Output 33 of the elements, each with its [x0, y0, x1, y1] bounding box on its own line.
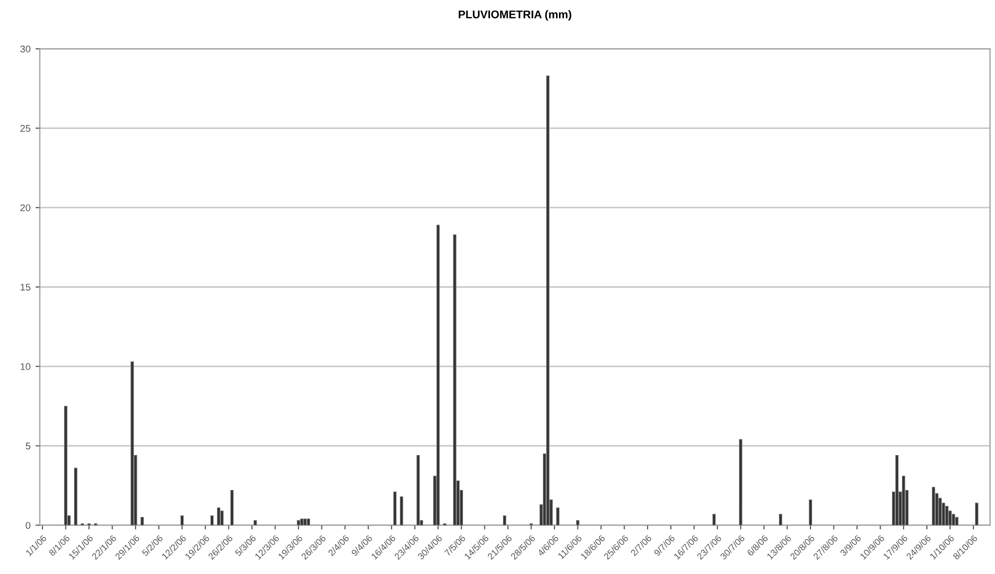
bar — [902, 476, 906, 526]
chart-title: PLUVIOMETRIA (mm) — [458, 10, 572, 21]
y-tick-label: 15 — [20, 284, 30, 291]
bar — [739, 439, 742, 526]
bar — [416, 455, 420, 526]
bar — [712, 514, 716, 526]
bar — [945, 506, 948, 526]
bar — [546, 76, 550, 526]
y-tick-label: 20 — [20, 204, 30, 212]
bar — [576, 520, 580, 526]
y-tick-label: 0 — [26, 522, 30, 529]
bar — [300, 518, 304, 526]
bar — [952, 514, 956, 526]
bar — [254, 520, 257, 526]
bar — [436, 224, 440, 526]
bar — [556, 507, 560, 526]
y-tick-label: 5 — [26, 442, 30, 450]
bar — [296, 520, 300, 526]
bar — [400, 496, 404, 526]
bar — [393, 492, 396, 526]
bar — [502, 515, 506, 526]
bar — [955, 516, 958, 526]
bar — [453, 234, 456, 526]
bar — [808, 500, 812, 526]
bar — [895, 455, 899, 526]
y-tick-label: 25 — [20, 124, 30, 132]
bar — [304, 518, 307, 526]
y-tick-label: 10 — [20, 363, 30, 370]
bar — [306, 518, 310, 526]
y-tick-label: 30 — [20, 46, 30, 52]
bar — [932, 486, 936, 526]
bar — [975, 502, 978, 526]
bar — [778, 514, 782, 526]
